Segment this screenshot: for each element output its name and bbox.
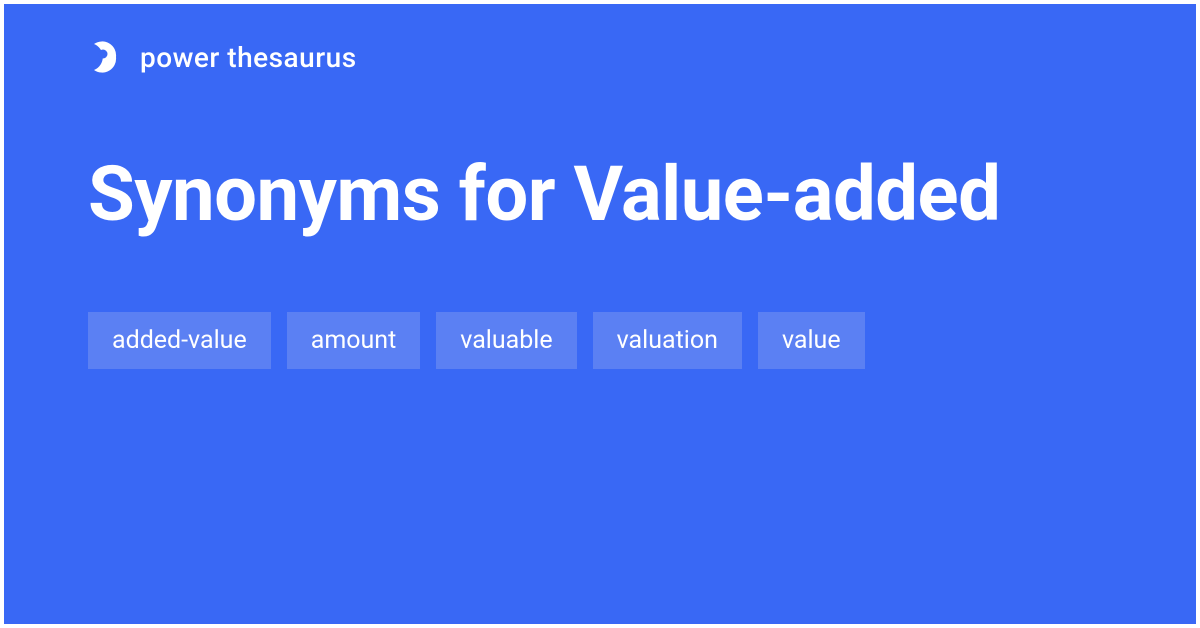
synonym-tag[interactable]: value [758,312,865,369]
synonym-tags: added-value amount valuable valuation va… [88,312,1112,369]
page-title: Synonyms for Value-added [88,150,1112,240]
synonym-tag[interactable]: valuation [593,312,742,369]
logo-icon [88,40,122,74]
synonym-tag[interactable]: valuable [436,312,576,369]
site-name: power thesaurus [140,41,357,74]
header: power thesaurus [88,40,1112,74]
thesaurus-card: power thesaurus Synonyms for Value-added… [4,4,1196,624]
synonym-tag[interactable]: added-value [88,312,271,369]
synonym-tag[interactable]: amount [287,312,421,369]
